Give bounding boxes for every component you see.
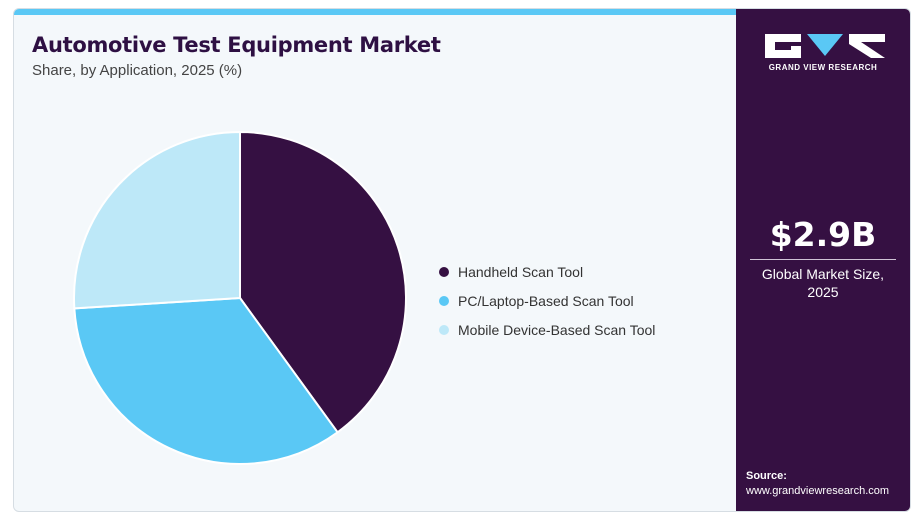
legend-swatch	[439, 295, 449, 306]
market-size-label-line1: Global Market Size,	[761, 266, 885, 282]
legend-label: PC/Laptop-Based Scan Tool	[458, 292, 634, 309]
market-size-label-line2: 2025	[807, 284, 839, 300]
pie-slice-pc-laptop-based-scan-tool	[73, 296, 339, 465]
chart-card: Automotive Test Equipment Market Share, …	[13, 8, 911, 512]
legend-item: PC/Laptop-Based Scan Tool	[439, 286, 655, 315]
source-link[interactable]: www.grandviewresearch.com	[746, 485, 890, 497]
divider	[750, 259, 896, 260]
legend-label: Handheld Scan Tool	[458, 263, 584, 280]
legend-label: Mobile Device-Based Scan Tool	[458, 321, 656, 338]
market-size-value: $2.9B	[769, 215, 877, 254]
market-size-label: Global Market Size, 2025	[736, 265, 910, 301]
pie-slice-mobile-device-based-scan-tool	[73, 130, 241, 310]
logo-text: GRAND VIEW RESEARCH	[768, 63, 878, 72]
legend-swatch	[439, 324, 449, 335]
accent-bar	[14, 9, 736, 15]
gvr-logo-icon	[765, 34, 885, 58]
chart-title: Automotive Test Equipment Market	[32, 33, 441, 57]
source-label: Source:	[746, 470, 787, 482]
legend-swatch	[439, 266, 449, 277]
pie-slice-handheld-scan-tool	[239, 130, 407, 434]
pie-chart	[73, 130, 407, 465]
chart-legend: Handheld Scan Tool PC/Laptop-Based Scan T…	[439, 257, 655, 344]
legend-item: Handheld Scan Tool	[439, 257, 655, 286]
chart-subtitle: Share, by Application, 2025 (%)	[32, 62, 243, 79]
sidebar-panel: GRAND VIEW RESEARCH $2.9B Global Market …	[736, 9, 910, 511]
legend-item: Mobile Device-Based Scan Tool	[439, 315, 655, 344]
